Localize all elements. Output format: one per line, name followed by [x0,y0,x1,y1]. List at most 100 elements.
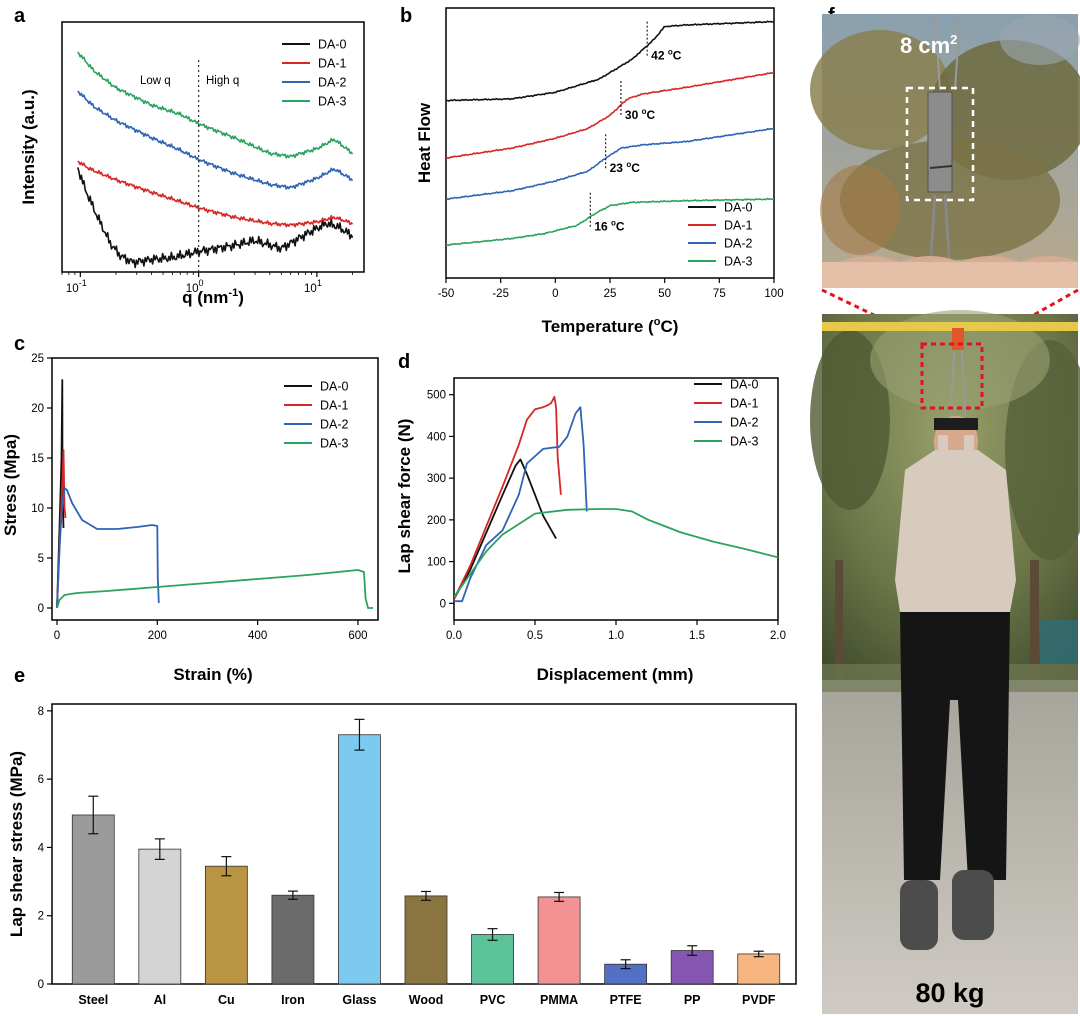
error-bar-pvdf [753,950,764,958]
y-tick-label-e: 4 [38,842,45,854]
series-da-0-a [76,167,354,269]
panel-label-b: b [400,5,412,27]
x-tick-label-b: 25 [604,288,617,300]
error-bar-iron [287,890,298,900]
b-legend-label-da-3: DA-3 [724,255,753,269]
x-tick-label-a: 10-1 [66,278,87,295]
plot-frame-d [453,377,779,621]
tg-label-da-3: 16 oC [594,219,625,234]
y-tick-label-c: 15 [31,453,44,465]
bar-wood [404,895,448,985]
x-tick-label-b: 0 [552,288,558,300]
y-tick-label-d: 100 [427,557,446,569]
y-axis-label-e: Lap shear stress (MPa) [7,751,26,937]
panel-label-e: e [14,665,25,687]
panel-e: e Steel Al Cu Iron Glass Wood PVC PMMA PTFE PP PVD… [7,665,797,1007]
panel-f: f 8 cm2 [810,5,1080,1014]
y-tick-label-d: 300 [427,473,446,485]
x-axis-label-b: Temperature (oC) [542,316,679,336]
x-tick-label-d: 1.5 [689,630,705,642]
y-axis-label-d: Lap shear force (N) [395,419,414,574]
x-tick-label-a: 100 [186,278,204,295]
tg-label-da-0: 42 oC [651,48,682,63]
bar-iron [271,894,315,985]
panel-label-d: d [398,351,410,373]
category-label-pp: PP [684,993,701,1007]
y-tick-label-d: 500 [427,390,446,402]
person-sweater [895,450,1016,612]
bar-pmma [537,896,581,985]
series-da-3-d [454,508,778,598]
c-legend-label-da-1: DA-1 [320,399,349,413]
closeup-photo: 8 cm2 [810,13,1080,288]
x-tick-label-b: -25 [492,288,509,300]
y-tick-label-d: 200 [427,515,446,527]
b-legend-label-da-0: DA-0 [724,201,753,215]
category-label-iron: Iron [281,993,305,1007]
low-q-label: Low q [140,75,171,87]
bar-pp [670,950,714,985]
b-legend-label-da-1: DA-1 [724,219,753,233]
bonded-area-box [905,86,975,202]
y-tick-label-e: 6 [38,774,44,786]
x-tick-label-d: 0.5 [527,630,543,642]
y-axis-label-a: Intensity (a.u.) [19,89,38,204]
error-bar-pp [687,945,698,956]
category-label-al: Al [154,993,167,1007]
bar-pvdf [737,953,781,985]
x-tick-label-c: 0 [54,630,60,642]
category-label-ptfe: PTFE [610,993,642,1007]
d-legend-label-da-1: DA-1 [730,397,759,411]
bar-pvc [471,934,514,985]
error-bar-wood [421,890,431,901]
category-label-glass: Glass [342,993,376,1007]
series-da-3-b [446,197,774,247]
error-bar-pmma [554,891,565,902]
bar-steel [71,814,115,985]
x-tick-label-a: 101 [304,278,322,295]
d-legend-label-da-3: DA-3 [730,435,759,449]
c-legend-label-da-0: DA-0 [320,380,349,394]
plot-frame-c [51,357,379,621]
error-bar-al [154,838,165,860]
error-bar-ptfe [620,959,631,970]
bar-glass [338,734,381,985]
b-legend-label-da-2: DA-2 [724,237,753,251]
a-legend-label-da-3: DA-3 [318,95,347,109]
x-tick-label-b: 75 [713,288,726,300]
y-tick-label-d: 400 [427,431,446,443]
panel-label-a: a [14,5,26,27]
right-shoe [952,870,994,940]
y-tick-label-c: 25 [31,353,44,365]
y-tick-label-e: 0 [38,979,44,991]
x-axis-label-d: Displacement (mm) [537,665,694,684]
x-tick-label-c: 400 [248,630,267,642]
y-tick-label-c: 20 [31,403,44,415]
pull-up-bar [822,322,1078,331]
d-legend-label-da-0: DA-0 [730,378,759,392]
series-da-0-d [454,458,557,600]
series-da-2-b [446,127,774,200]
bonded-substrate [927,91,953,193]
tg-label-da-2: 23 oC [610,160,641,175]
series-da-1-d [454,395,562,600]
left-shoe [900,880,938,950]
series-da-2-c [56,487,160,609]
tg-label-da-1: 30 oC [625,107,656,122]
y-tick-label-c: 10 [31,503,44,515]
x-tick-label-d: 0.0 [446,630,462,642]
x-axis-label-a: q (nm-1) [182,287,244,307]
panel-d: d 0.0 0.5 1.0 1.5 2.0 0 100 200 300 400 500 DA-0 DA… [395,351,786,684]
category-label-steel: Steel [78,993,108,1007]
y-axis-label-c: Stress (Mpa) [1,434,20,536]
a-legend-label-da-1: DA-1 [318,57,347,71]
x-tick-label-d: 1.0 [608,630,624,642]
bond-area-label: 8 cm2 [900,32,957,58]
category-label-pmma: PMMA [540,993,578,1007]
panel-a: a 10-1 100 101 Low q High q DA-0 DA-1 DA-2 DA… [14,5,365,307]
category-label-cu: Cu [218,993,235,1007]
plot-frame-a [61,21,365,273]
